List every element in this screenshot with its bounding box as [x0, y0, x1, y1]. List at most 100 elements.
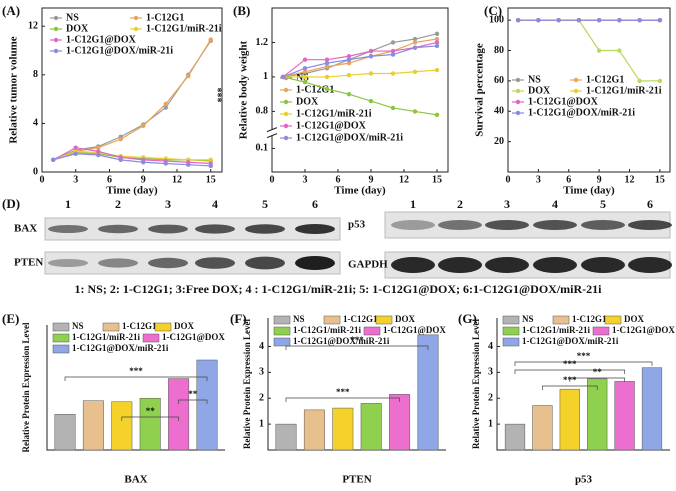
- panel-label: (F): [230, 311, 247, 326]
- legend-marker: [133, 15, 139, 21]
- axis-break-gap: [268, 129, 276, 136]
- panel-label: (B): [233, 3, 250, 18]
- legend-marker: [53, 15, 59, 21]
- data-point: [536, 17, 541, 23]
- data-point: [302, 66, 308, 71]
- significance-label: ***: [350, 335, 364, 345]
- blot-band: [195, 224, 235, 234]
- legend-label: 1-C12G1@DOX/miR-21i: [522, 336, 619, 346]
- series-line: [283, 69, 438, 78]
- legend-label: NS: [528, 74, 541, 85]
- data-point: [434, 43, 440, 49]
- significance-label: ***: [563, 359, 577, 369]
- bar: [168, 378, 190, 451]
- data-point: [346, 54, 352, 59]
- legend-label: 1-C12G1: [586, 74, 624, 85]
- blot-band: [48, 259, 88, 267]
- legend-swatch: [52, 333, 70, 343]
- y-tick-label: 2: [259, 393, 264, 404]
- bar: [614, 381, 635, 451]
- data-point: [96, 152, 101, 158]
- x-tick-label: 12: [172, 174, 182, 185]
- legend-swatch: [502, 326, 520, 336]
- y-tick-label: 0: [33, 166, 38, 177]
- blot-band: [148, 257, 188, 269]
- blot-band: [485, 257, 529, 273]
- legend-marker: [283, 123, 289, 129]
- lane-label: 6: [647, 197, 653, 211]
- axis-line: [496, 318, 670, 451]
- row-label: BAX: [14, 223, 37, 235]
- series-line: [518, 19, 660, 82]
- legend-swatch: [102, 322, 120, 332]
- legend-label: 1-C12G1@DOX: [612, 325, 675, 335]
- legend-label: 1-C12G1: [343, 314, 378, 324]
- blot-band: [485, 220, 529, 230]
- legend-swatch: [52, 322, 70, 332]
- x-tick-label: 3: [536, 174, 541, 185]
- panel-label: (G): [458, 311, 477, 326]
- x-axis-label: Time (day): [334, 185, 386, 197]
- lane-label: 4: [212, 197, 218, 211]
- plot-frame: [41, 7, 223, 173]
- row-label: GAPDH: [348, 259, 388, 271]
- significance-bracket: [542, 385, 598, 390]
- legend-label: DOX: [528, 85, 551, 96]
- blot-band: [148, 224, 188, 234]
- y-axis-label: Relative Protein Expression Level: [21, 322, 31, 452]
- lane-label: 1: [410, 197, 416, 211]
- bar: [389, 394, 411, 451]
- y-tick-label: 100: [489, 14, 504, 25]
- data-point: [186, 73, 191, 79]
- series-line: [53, 150, 211, 161]
- legend-marker: [515, 88, 521, 94]
- lane-label: 2: [115, 197, 121, 211]
- x-tick-label: 15: [432, 174, 442, 185]
- blot-band: [628, 257, 672, 273]
- legend-label: DOX: [174, 321, 195, 331]
- significance-label: ***: [336, 387, 350, 397]
- bar: [532, 405, 553, 451]
- legend-label: 1-C12G1: [146, 12, 184, 23]
- bar: [332, 407, 354, 451]
- y-tick-label: 60: [494, 75, 504, 86]
- lane-label: 5: [600, 197, 606, 211]
- significance-bracket: [514, 361, 653, 366]
- data-point: [118, 137, 123, 142]
- y-tick-label: 4: [259, 341, 264, 352]
- legend-swatch: [273, 326, 291, 336]
- legend-marker: [283, 111, 289, 117]
- data-point: [434, 112, 440, 118]
- x-tick-label: 0: [270, 174, 275, 185]
- legend-label: 1-C12G1@DOX: [66, 34, 137, 45]
- legend-swatch: [502, 315, 520, 325]
- legend-label: 1-C12G1/miR-21i: [72, 332, 140, 342]
- blot-band: [98, 224, 138, 234]
- y-tick-label: 80: [494, 45, 504, 56]
- significance-bracket: [285, 345, 429, 350]
- y-tick-label: 1: [263, 71, 268, 82]
- legend-label: 1-C12G1@DOX/miR-21i: [66, 45, 173, 56]
- legend-label: 1-C12G1: [296, 84, 334, 95]
- x-tick-label: 6: [107, 174, 112, 185]
- significance-bracket: [569, 377, 625, 382]
- significance-bracket: [121, 416, 179, 421]
- legend-label: DOX: [395, 314, 416, 324]
- data-point: [163, 101, 168, 107]
- bar: [275, 423, 297, 451]
- data-point: [390, 71, 396, 76]
- lane-label: 1: [65, 197, 71, 211]
- blot-band: [98, 258, 138, 268]
- lane-label: 3: [504, 197, 510, 211]
- significance-label: **: [593, 367, 603, 377]
- data-point: [346, 60, 352, 66]
- blot-band: [533, 257, 577, 273]
- legend-label: NS: [72, 321, 84, 331]
- legend-swatch: [592, 326, 610, 336]
- data-point: [208, 163, 213, 169]
- lane-label: 2: [457, 197, 463, 211]
- legend-label: 1-C12G1: [122, 321, 157, 331]
- data-point: [51, 157, 56, 163]
- data-point: [163, 105, 168, 110]
